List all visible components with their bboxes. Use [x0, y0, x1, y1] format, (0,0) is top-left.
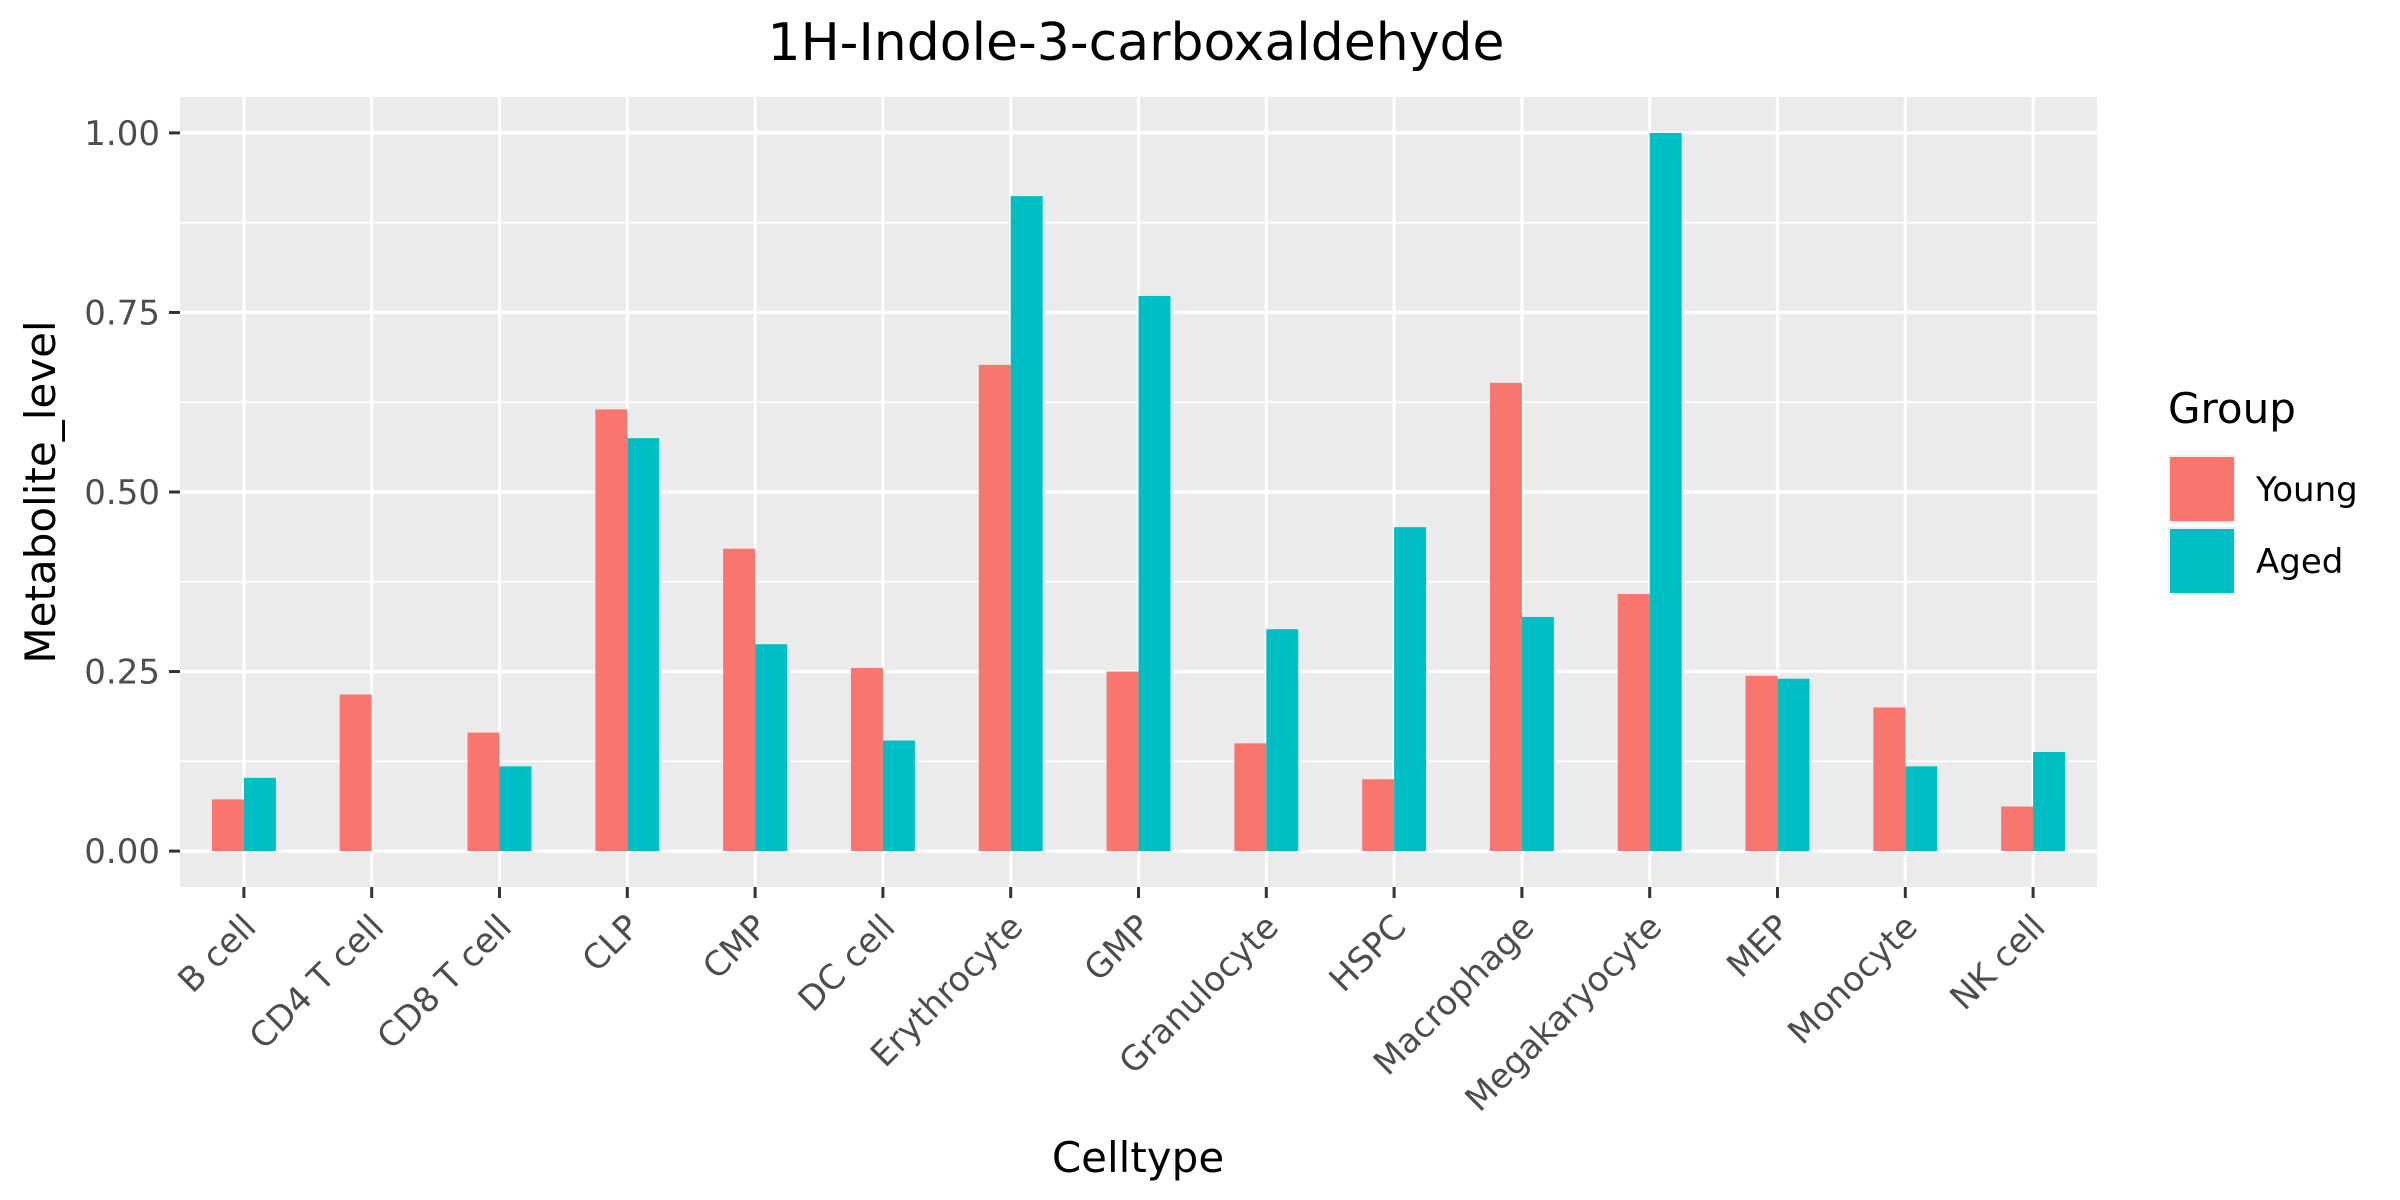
- x-tick-label: CD8 T cell: [370, 907, 520, 1057]
- x-tick-label: Monocyte: [1780, 907, 1925, 1052]
- x-tick-label: CMP: [695, 907, 775, 987]
- bar-aged-hspc: [1394, 527, 1427, 852]
- bars: [211, 132, 2066, 852]
- bar-aged-granulocyte: [1266, 629, 1299, 852]
- bar-young-megakaryocyte: [1617, 593, 1650, 852]
- bar-young-hspc: [1362, 779, 1395, 852]
- x-tick-label: HSPC: [1322, 907, 1415, 1000]
- bar-aged-mep: [1777, 678, 1810, 852]
- bar-aged-gmp: [1138, 295, 1171, 852]
- bar-aged-b-cell: [243, 777, 276, 852]
- bar-young-granulocyte: [1234, 743, 1267, 852]
- legend-key-aged: [2170, 529, 2234, 593]
- y-axis: 0.00 0.25 0.50 0.75 1.00: [84, 114, 180, 872]
- x-tick-label: CD4 T cell: [242, 907, 392, 1057]
- legend: Group Young Aged: [2168, 384, 2358, 595]
- bar-young-cmp: [723, 548, 756, 852]
- bar-young-b-cell: [211, 799, 244, 852]
- x-axis-title: Celltype: [1052, 1133, 1224, 1182]
- y-tick-label: 0.75: [84, 293, 160, 333]
- bar-aged-cd8-t-cell: [499, 766, 532, 852]
- bar-aged-macrophage: [1521, 616, 1554, 852]
- y-tick-label: 1.00: [84, 114, 160, 154]
- y-axis-title: Metabolite_level: [16, 320, 65, 663]
- bar-aged-monocyte: [1905, 766, 1938, 852]
- y-tick-label: 0.50: [84, 473, 160, 513]
- bar-aged-clp: [627, 438, 660, 852]
- bar-young-monocyte: [1873, 707, 1906, 852]
- x-tick-label: CLP: [575, 907, 648, 980]
- x-tick-label: GMP: [1077, 907, 1159, 989]
- y-tick-label: 0.25: [84, 653, 160, 693]
- x-tick-label: DC cell: [791, 907, 904, 1020]
- x-tick-label: MEP: [1719, 907, 1798, 986]
- bar-young-mep: [1745, 675, 1778, 852]
- x-tick-label: NK cell: [1942, 907, 2053, 1018]
- bar-young-erythrocyte: [978, 364, 1011, 852]
- bar-young-cd4-t-cell: [339, 694, 372, 852]
- legend-label-young: Young: [2255, 470, 2358, 510]
- legend-title: Group: [2168, 384, 2296, 433]
- y-tick-label: 0.00: [84, 832, 160, 872]
- bar-aged-cmp: [755, 644, 788, 852]
- bar-young-nk-cell: [2001, 806, 2034, 852]
- bar-young-gmp: [1106, 671, 1139, 852]
- legend-label-aged: Aged: [2256, 542, 2343, 582]
- bar-aged-nk-cell: [2033, 751, 2066, 852]
- bar-young-clp: [595, 409, 628, 852]
- bar-aged-erythrocyte: [1010, 196, 1043, 852]
- x-tick-label: B cell: [170, 907, 264, 1001]
- bar-young-macrophage: [1489, 382, 1522, 852]
- bar-young-dc-cell: [850, 667, 883, 852]
- bar-aged-dc-cell: [882, 740, 915, 852]
- chart-title: 1H-Indole-3-carboxaldehyde: [768, 13, 1505, 73]
- legend-key-young: [2170, 457, 2234, 521]
- bar-young-cd8-t-cell: [467, 732, 500, 852]
- bar-aged-megakaryocyte: [1649, 132, 1682, 852]
